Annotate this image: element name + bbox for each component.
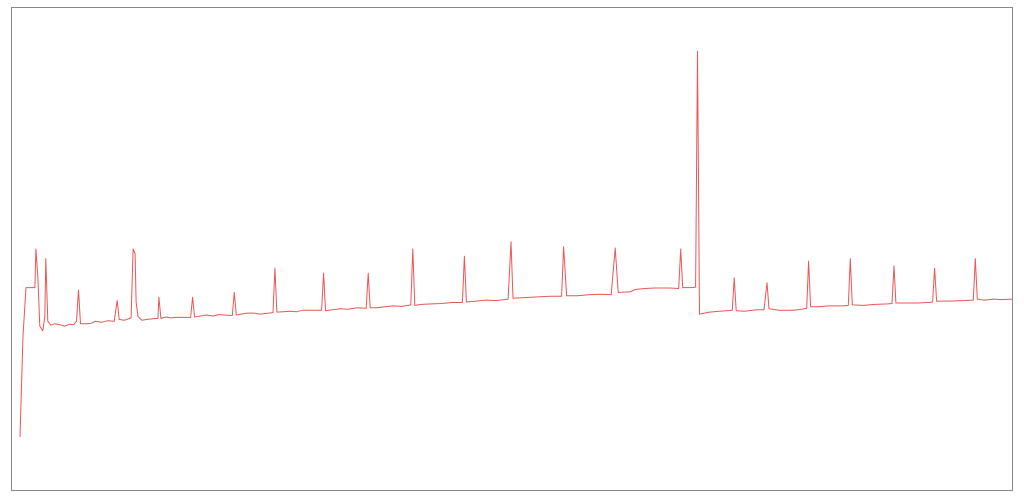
series-line-0 xyxy=(19,50,1013,438)
plot-frame xyxy=(11,7,1013,491)
chart-marks xyxy=(19,50,1013,438)
